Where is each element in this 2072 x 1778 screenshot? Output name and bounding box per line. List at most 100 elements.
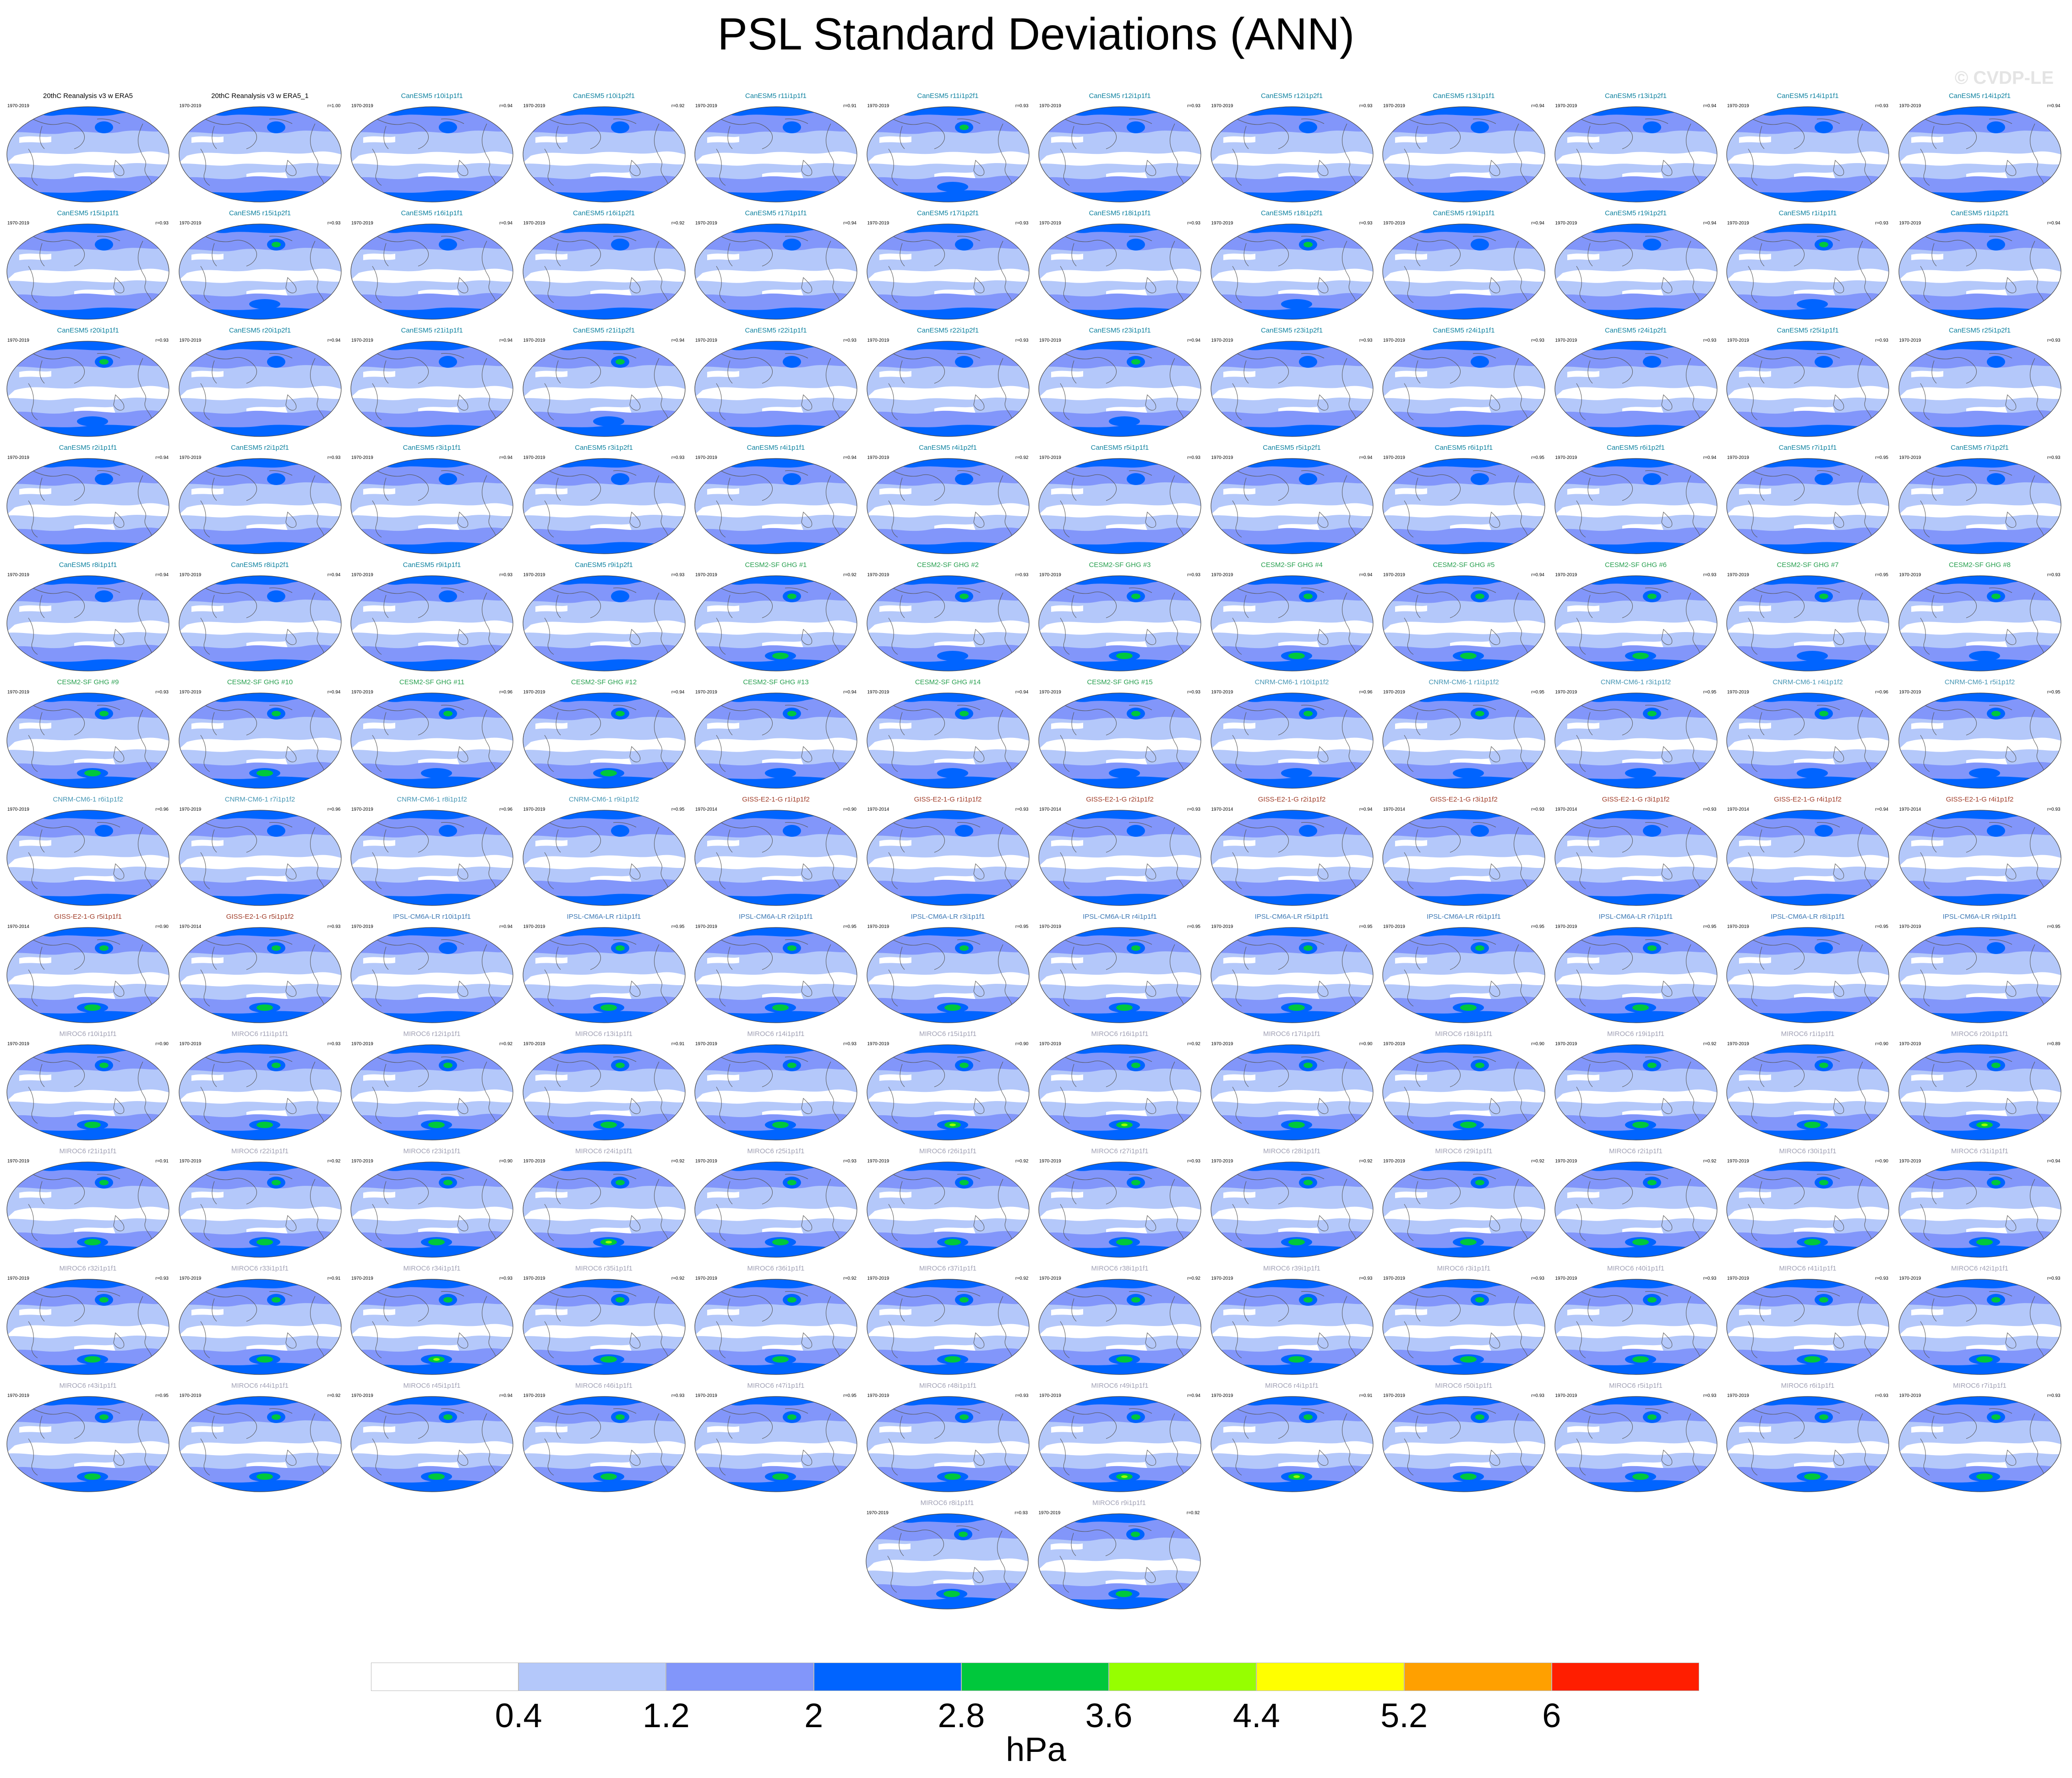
psl-stddev-map (1726, 1044, 1889, 1140)
panel-period: 1970-2019 (1039, 221, 1061, 226)
panel-title: CESM2-SF GHG #6 (1604, 561, 1667, 569)
panel-title: CanESM5 r3i1p2f1 (575, 444, 633, 452)
panel-period: 1970-2019 (351, 573, 373, 578)
map-panel: CanESM5 r23i1p2f1 1970-2019 r=0.93 (1210, 326, 1374, 439)
panel-period: 1970-2019 (695, 690, 717, 695)
psl-stddev-map (6, 224, 169, 320)
psl-stddev-map (350, 1279, 513, 1375)
panel-title: CanESM5 r25i1p2f1 (1948, 327, 2011, 334)
panel-title: CESM2-SF GHG #2 (916, 561, 979, 569)
panel-period: 1970-2019 (179, 807, 202, 812)
panel-title: MIROC6 r19i1p1f1 (1607, 1030, 1665, 1038)
map-panel: CanESM5 r11i1p1f1 1970-2019 r=0.91 (693, 92, 858, 204)
panel-pattern-correlation: r=0.93 (1015, 807, 1029, 812)
panel-title: MIROC6 r26i1p1f1 (919, 1147, 977, 1155)
panel-pattern-correlation: r=0.95 (1015, 924, 1029, 929)
panel-title: CanESM5 r6i1p2f1 (1607, 444, 1665, 452)
panel-title: IPSL-CM6A-LR r10i1p1f1 (393, 913, 471, 921)
map-panel: GISS-E2-1-G r4i1p1f2 1970-2014 r=0.93 (1898, 795, 2062, 908)
panel-pattern-correlation: r=0.95 (843, 924, 856, 929)
panel-period: 1970-2019 (7, 807, 29, 812)
panel-pattern-correlation: r=0.94 (155, 455, 169, 460)
psl-stddev-map (1898, 341, 2061, 437)
panel-period: 1970-2019 (351, 807, 373, 812)
panel-title: CESM2-SF GHG #7 (1777, 561, 1839, 569)
psl-stddev-map (1898, 1279, 2061, 1375)
panel-title: CanESM5 r24i1p1f1 (1433, 327, 1495, 334)
panel-period: 1970-2019 (351, 338, 373, 343)
panel-title: CanESM5 r17i1p2f1 (916, 209, 979, 217)
panel-pattern-correlation: r=0.94 (671, 690, 685, 695)
panel-pattern-correlation: r=0.95 (2047, 924, 2061, 929)
psl-stddev-map (1210, 1162, 1374, 1258)
panel-pattern-correlation: r=0.96 (499, 807, 513, 812)
panel-title: CanESM5 r5i1p2f1 (1263, 444, 1321, 452)
panel-title: CESM2-SF GHG #5 (1433, 561, 1495, 569)
panel-title: MIROC6 r8i1p1f1 (920, 1499, 974, 1507)
map-panel: GISS-E2-1-G r5i1p1f2 1970-2014 r=0.93 (178, 912, 343, 1025)
panel-pattern-correlation: r=0.94 (1531, 104, 1544, 109)
panel-title: MIROC6 r2i1p1f1 (1609, 1147, 1663, 1155)
psl-stddev-map (522, 341, 686, 437)
psl-stddev-map (1726, 106, 1889, 202)
panel-period: 1970-2019 (523, 924, 545, 929)
map-panel: MIROC6 r21i1p1f1 1970-2019 r=0.91 (5, 1147, 170, 1260)
psl-stddev-map (1726, 1396, 1889, 1492)
panel-pattern-correlation: r=0.90 (155, 924, 169, 929)
colorbar-swatch (1551, 1663, 1699, 1691)
panel-pattern-correlation: r=0.93 (1187, 573, 1200, 578)
panel-pattern-correlation: r=0.94 (1531, 221, 1544, 226)
map-panel: MIROC6 r46i1p1f1 1970-2019 r=0.93 (522, 1381, 687, 1494)
map-panel: CanESM5 r19i1p1f1 1970-2019 r=0.94 (1381, 209, 1546, 322)
panel-title: CESM2-SF GHG #14 (915, 678, 981, 686)
map-panel: CanESM5 r13i1p2f1 1970-2019 r=0.94 (1554, 92, 1718, 204)
psl-stddev-map (694, 927, 857, 1023)
panel-period: 1970-2019 (1555, 104, 1577, 109)
panel-pattern-correlation: r=0.90 (843, 807, 856, 812)
panel-pattern-correlation: r=0.91 (843, 104, 856, 109)
panel-period: 1970-2014 (1727, 807, 1749, 812)
panel-pattern-correlation: r=0.93 (1187, 221, 1200, 226)
map-panel: MIROC6 r26i1p1f1 1970-2019 r=0.92 (866, 1147, 1031, 1260)
panel-period: 1970-2019 (1555, 1042, 1577, 1047)
panel-pattern-correlation: r=0.93 (671, 573, 685, 578)
map-panel: MIROC6 r9i1p1f1 1970-2019 r=0.92 (1037, 1499, 1202, 1611)
panel-title: MIROC6 r22i1p1f1 (231, 1147, 289, 1155)
panel-pattern-correlation: r=0.94 (155, 573, 169, 578)
psl-stddev-map (1038, 224, 1201, 320)
panel-pattern-correlation: r=0.92 (327, 1159, 341, 1164)
panel-title: CanESM5 r20i1p2f1 (229, 327, 291, 334)
psl-stddev-map (6, 341, 169, 437)
psl-stddev-map (1038, 693, 1201, 789)
psl-stddev-map (350, 224, 513, 320)
panel-title: CanESM5 r7i1p2f1 (1951, 444, 2009, 452)
panel-period: 1970-2019 (867, 1511, 889, 1516)
map-panel: CanESM5 r1i1p1f1 1970-2019 r=0.93 (1725, 209, 1890, 322)
panel-pattern-correlation: r=0.93 (327, 924, 341, 929)
panel-title: MIROC6 r12i1p1f1 (403, 1030, 461, 1038)
panel-period: 1970-2019 (523, 1276, 545, 1281)
panel-period: 1970-2019 (1039, 1393, 1061, 1398)
panel-title: CanESM5 r20i1p1f1 (57, 327, 119, 334)
psl-stddev-map (1898, 106, 2061, 202)
map-panel: MIROC6 r3i1p1f1 1970-2019 r=0.93 (1381, 1264, 1546, 1377)
panel-pattern-correlation: r=0.94 (1187, 1393, 1200, 1398)
panel-period: 1970-2019 (1727, 1159, 1749, 1164)
panel-period: 1970-2019 (695, 1159, 717, 1164)
panel-pattern-correlation: r=1.00 (327, 104, 341, 109)
psl-stddev-map (1382, 810, 1545, 906)
panel-period: 1970-2019 (1383, 1393, 1405, 1398)
map-panel: CanESM5 r16i1p1f1 1970-2019 r=0.94 (349, 209, 514, 322)
panel-title: IPSL-CM6A-LR r9i1p1f1 (1942, 913, 2017, 921)
panel-pattern-correlation: r=0.93 (1187, 455, 1200, 460)
panel-pattern-correlation: r=0.90 (1875, 1159, 1888, 1164)
panel-pattern-correlation: r=0.93 (155, 221, 169, 226)
psl-stddev-map (1554, 458, 1718, 554)
psl-stddev-map (866, 1513, 1029, 1609)
psl-stddev-map (694, 693, 857, 789)
panel-pattern-correlation: r=0.93 (1703, 807, 1717, 812)
map-panel: 20thC Reanalysis v3 w ERA5 1970-2019 (5, 92, 170, 204)
panel-title: MIROC6 r11i1p1f1 (231, 1030, 289, 1038)
psl-stddev-map (1210, 341, 1374, 437)
panel-title: MIROC6 r47i1p1f1 (747, 1382, 805, 1390)
